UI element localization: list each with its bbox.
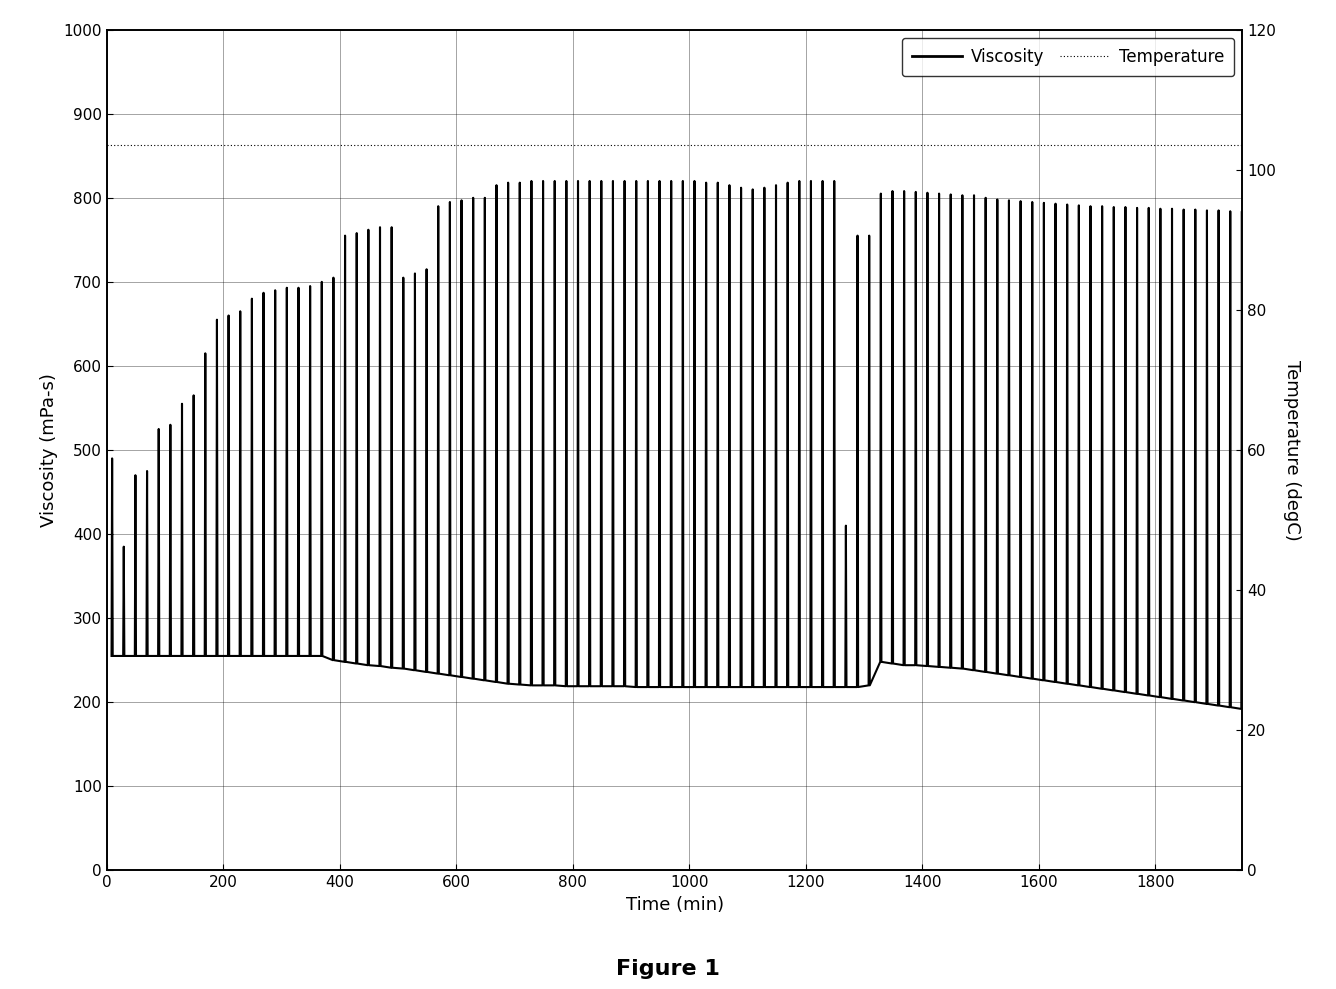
Viscosity	[1233, 703, 1249, 715]
Y-axis label: Viscosity (mPa-s): Viscosity (mPa-s)	[40, 373, 57, 527]
Viscosity	[1234, 703, 1250, 715]
X-axis label: Time (min): Time (min)	[625, 896, 724, 914]
Viscosity	[1070, 679, 1086, 691]
Viscosity	[966, 665, 982, 676]
Viscosity	[524, 175, 540, 187]
Viscosity	[174, 650, 190, 662]
Legend: Viscosity, Temperature: Viscosity, Temperature	[902, 38, 1234, 76]
Line: Viscosity: Viscosity	[111, 181, 1242, 709]
Text: Figure 1: Figure 1	[616, 959, 720, 979]
Y-axis label: Temperature (degC): Temperature (degC)	[1283, 360, 1301, 540]
Viscosity	[279, 650, 295, 662]
Viscosity	[500, 677, 516, 689]
Viscosity	[103, 650, 119, 662]
Viscosity	[453, 195, 469, 207]
